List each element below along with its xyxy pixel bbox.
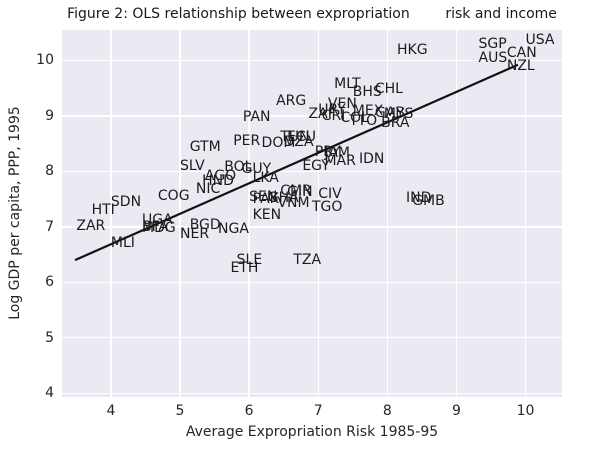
x-tick-label-9: 9 [451, 403, 461, 419]
country-label-HTI: HTI [91, 202, 115, 219]
y-axis-label: Log GDP per capita, PPP, 1995 [7, 106, 23, 320]
country-label-CRI: CRI [321, 107, 346, 124]
y-tick-label-8: 8 [45, 163, 54, 180]
country-label-CMR: CMR [280, 182, 312, 199]
country-label-LKA: LKA [252, 170, 279, 187]
country-label-MYS: MYS [383, 105, 414, 122]
country-label-SDN: SDN [110, 193, 142, 210]
country-label-SLE: SLE [236, 252, 263, 269]
country-label-IDN: IDN [358, 151, 385, 168]
x-tick-label-5: 5 [175, 403, 185, 419]
country-label-SEN: SEN [249, 188, 278, 205]
country-label-USA: USA [525, 32, 555, 49]
country-label-BHS: BHS [352, 83, 382, 100]
y-tick-label-9: 9 [45, 107, 54, 124]
country-label-HKG: HKG [396, 41, 428, 58]
country-label-JAM: JAM [324, 144, 350, 161]
country-label-DZA: DZA [283, 133, 314, 150]
gridline-x-6 [248, 30, 250, 397]
country-label-TZA: TZA [293, 252, 322, 269]
gridline-y-4 [62, 392, 562, 394]
gridline-y-10 [62, 59, 562, 62]
gridline-y-5 [62, 337, 562, 339]
country-label-ZAF: ZAF [308, 105, 336, 122]
country-label-MLI: MLI [110, 234, 135, 251]
country-label-ETH: ETH [230, 260, 259, 277]
country-label-SGP: SGP [478, 35, 507, 52]
chart-title: Figure 2: OLS relationship between expro… [67, 6, 557, 22]
ols-trendline-layer [74, 63, 519, 262]
country-label-MEX: MEX [352, 103, 384, 120]
country-label-MDG: MDG [142, 219, 176, 236]
x-tick-label-10: 10 [516, 403, 535, 419]
country-label-ZAR: ZAR [76, 217, 106, 234]
country-label-GIN: GIN [287, 183, 313, 200]
country-label-PER: PER [233, 133, 261, 150]
country-label-BRA: BRA [381, 114, 410, 131]
gridline-x-10 [524, 30, 527, 397]
country-label-NER: NER [180, 225, 210, 242]
gridline-y-8 [62, 170, 562, 173]
country-label-VNM: VNM [277, 195, 310, 212]
country-label-UGA: UGA [142, 212, 173, 229]
gridline-x-8 [386, 30, 388, 397]
country-label-ARG: ARG [276, 92, 307, 109]
country-label-DOM: DOM [261, 135, 296, 152]
country-label-TTO: TTO [349, 112, 378, 129]
country-label-AUS: AUS [478, 49, 508, 66]
gridline-y-6 [62, 281, 562, 283]
x-tick-label-4: 4 [106, 403, 116, 419]
x-tick-label-7: 7 [313, 403, 323, 419]
country-label-URY: URY [318, 101, 346, 118]
gridline-x-7 [317, 30, 319, 397]
country-label-PAK: PAK [252, 191, 279, 208]
country-label-COG: COG [157, 187, 190, 204]
country-label-BGD: BGD [189, 217, 221, 234]
country-label-EGY: EGY [302, 158, 330, 174]
country-label-IND: IND [405, 189, 432, 206]
country-label-GUY: GUY [241, 160, 272, 177]
country-label-PRY: PRY [314, 143, 341, 160]
gridline-x-9 [455, 30, 458, 397]
country-label-BOL: BOL [224, 159, 253, 176]
plot-area: AGO ARG AUS BFA BGD BHS BOL BRA CAN CHL CIV CMR COG C… [62, 30, 562, 397]
country-label-COL: COL [340, 110, 369, 127]
country-label-NZL: NZL [506, 57, 535, 74]
country-label-GAB: GAB [374, 105, 405, 122]
country-label-GTM: GTM [189, 139, 221, 156]
country-label-HND: HND [202, 172, 234, 189]
gridline-x-4 [110, 30, 112, 397]
country-label-SLV: SLV [180, 158, 205, 174]
y-tick-label-4: 4 [45, 385, 54, 402]
country-label-MLT: MLT [334, 75, 361, 92]
country-label-CAN: CAN [506, 44, 537, 61]
country-label-GHA: GHA [267, 190, 299, 207]
country-label-CHL: CHL [374, 80, 403, 97]
x-axis-label: Average Expropriation Risk 1985-95 [185, 424, 439, 440]
country-label-TUN: TUN [280, 128, 310, 145]
country-label-NGA: NGA [218, 221, 249, 238]
country-label-BFA: BFA [142, 219, 168, 236]
y-tick-label-6: 6 [45, 274, 54, 291]
country-label-TGO: TGO [312, 198, 343, 215]
country-label-NIC: NIC [195, 180, 221, 197]
country-label-MAR: MAR [324, 153, 356, 169]
country-label-CIV: CIV [318, 186, 342, 203]
country-label-PAN: PAN [242, 108, 271, 125]
country-label-ECU: ECU [287, 129, 316, 146]
x-tick-label-8: 8 [382, 403, 392, 419]
country-label-VEN: VEN [327, 95, 357, 112]
country-label-KEN: KEN [252, 207, 282, 224]
x-tick-label-6: 6 [244, 403, 254, 419]
ols-trendline [74, 63, 519, 262]
gridline-y-9 [62, 115, 562, 117]
country-label-AGO: AGO [204, 167, 237, 184]
y-tick-label-5: 5 [45, 329, 54, 346]
gridline-y-7 [62, 226, 562, 228]
y-tick-label-7: 7 [45, 218, 54, 235]
country-label-GMB: GMB [412, 192, 445, 209]
y-tick-label-10: 10 [36, 52, 54, 69]
